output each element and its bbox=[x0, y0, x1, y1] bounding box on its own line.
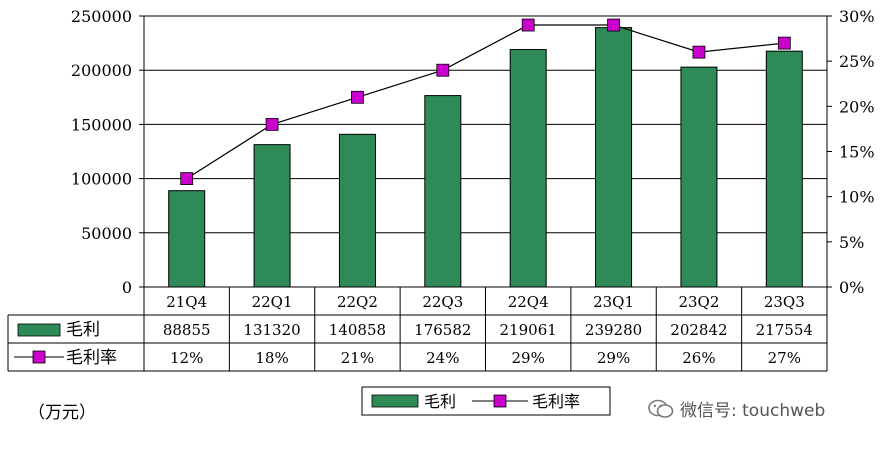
line-value-label: 12% bbox=[170, 349, 203, 367]
bar bbox=[509, 49, 547, 288]
category-label: 22Q2 bbox=[337, 293, 378, 311]
bar bbox=[168, 190, 206, 288]
right-tick-label: 0% bbox=[839, 278, 864, 297]
bar bbox=[253, 144, 291, 288]
line-marker bbox=[436, 63, 450, 77]
left-tick-label: 0 bbox=[122, 278, 132, 297]
line-value-label: 26% bbox=[682, 349, 715, 367]
category-label: 22Q1 bbox=[252, 293, 293, 311]
gridlines bbox=[144, 15, 827, 234]
line-path bbox=[186, 24, 785, 180]
watermark: 微信号: touchweb bbox=[648, 396, 825, 421]
line-value-label: 29% bbox=[597, 349, 630, 367]
line-series bbox=[180, 18, 791, 186]
legend: 毛利 毛利率 bbox=[361, 386, 611, 416]
right-tick-label: 25% bbox=[839, 52, 875, 71]
line-value-label: 29% bbox=[512, 349, 545, 367]
bar-value-label: 140858 bbox=[329, 321, 386, 339]
line-value-label: 27% bbox=[768, 349, 801, 367]
unit-label: （万元） bbox=[28, 403, 96, 423]
left-tick-label: 150000 bbox=[71, 115, 132, 134]
right-tick-label: 30% bbox=[839, 7, 875, 26]
legend-key-bar bbox=[371, 394, 419, 408]
line-value-label: 21% bbox=[341, 349, 374, 367]
legend-label-line: 毛利率 bbox=[532, 392, 580, 411]
legend-key-marker bbox=[493, 394, 507, 408]
right-tick-label: 20% bbox=[839, 97, 875, 116]
line-marker bbox=[180, 172, 194, 186]
plot-border bbox=[143, 15, 828, 288]
bar-value-label: 219061 bbox=[500, 321, 557, 339]
bar bbox=[595, 27, 633, 288]
bar-value-label: 88855 bbox=[163, 321, 211, 339]
category-label: 22Q3 bbox=[422, 293, 463, 311]
line-marker bbox=[265, 118, 279, 131]
line-marker bbox=[692, 45, 706, 59]
left-tick-label: 200000 bbox=[71, 61, 132, 80]
bar-value-label: 239280 bbox=[585, 321, 642, 339]
left-tick-label: 100000 bbox=[71, 170, 132, 189]
bar-value-label: 217554 bbox=[756, 321, 813, 339]
left-tick-label: 250000 bbox=[71, 7, 132, 26]
left-tick-label: 50000 bbox=[81, 224, 132, 243]
row-label-line: 毛利率 bbox=[66, 348, 117, 368]
right-axis-ticks: 0% 5% 10% 15% 20% 25% 30% bbox=[827, 7, 875, 297]
right-tick-label: 10% bbox=[839, 188, 875, 207]
line-marker bbox=[521, 18, 535, 32]
category-label: 23Q1 bbox=[593, 293, 634, 311]
right-tick-label: 5% bbox=[839, 233, 864, 252]
data-table: 21Q4 22Q1 22Q2 22Q3 22Q4 23Q1 23Q2 23Q3 88855 131… bbox=[7, 287, 828, 372]
line-value-label: 18% bbox=[255, 349, 288, 367]
bar-value-label: 131320 bbox=[243, 321, 300, 339]
bar-series bbox=[168, 27, 803, 288]
bar-value-label: 176582 bbox=[414, 321, 471, 339]
line-marker bbox=[777, 36, 791, 50]
bar bbox=[680, 66, 718, 288]
right-tick-label: 15% bbox=[839, 143, 875, 162]
left-axis-ticks: 0 50000 100000 150000 200000 250000 bbox=[71, 7, 144, 297]
row-key-marker bbox=[32, 350, 46, 364]
wechat-icon bbox=[648, 399, 674, 419]
category-label: 21Q4 bbox=[166, 293, 207, 311]
category-label: 23Q3 bbox=[764, 293, 805, 311]
bar bbox=[338, 133, 376, 288]
row-key-bar bbox=[17, 323, 61, 337]
line-marker bbox=[607, 18, 620, 32]
bar bbox=[424, 95, 462, 288]
line-value-label: 24% bbox=[426, 349, 459, 367]
bar-value-label: 202842 bbox=[670, 321, 727, 339]
watermark-text: 微信号: touchweb bbox=[680, 401, 826, 421]
line-marker bbox=[351, 90, 364, 104]
legend-label-bar: 毛利 bbox=[424, 392, 456, 411]
category-label: 23Q2 bbox=[678, 293, 719, 311]
bar bbox=[765, 50, 803, 288]
category-label: 22Q4 bbox=[508, 293, 549, 311]
plot-frame bbox=[143, 15, 828, 288]
row-label-bar: 毛利 bbox=[66, 320, 100, 340]
